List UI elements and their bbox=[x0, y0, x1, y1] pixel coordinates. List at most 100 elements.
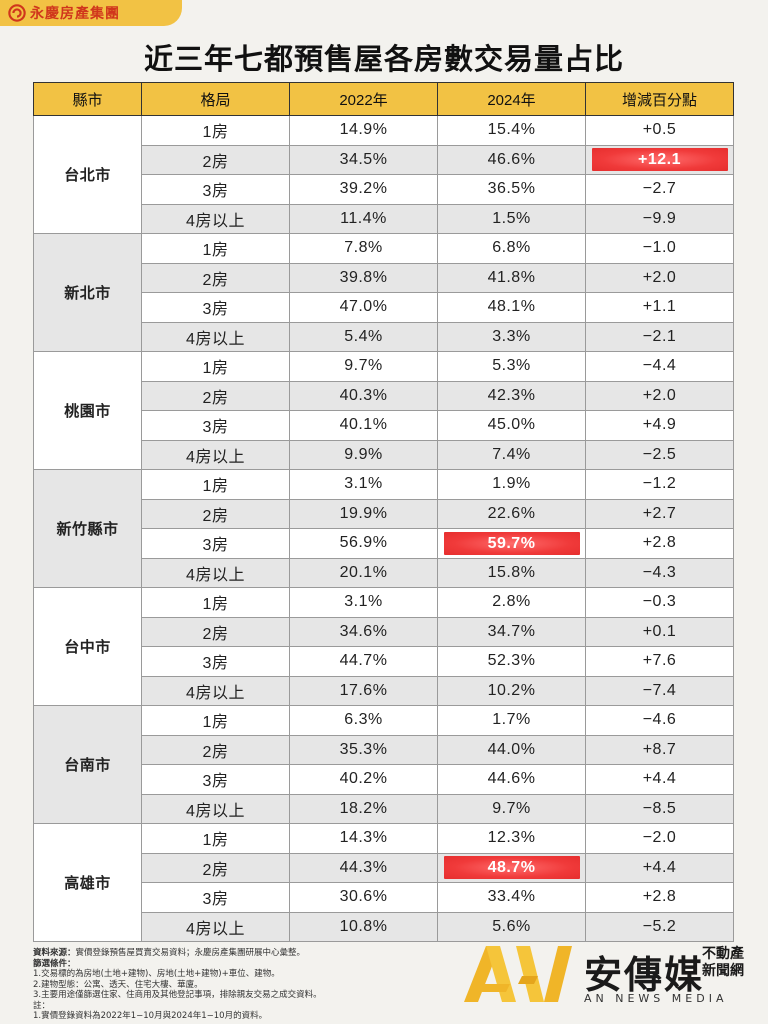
table-row: 4房以上 11.4% 1.5% −9.9 bbox=[34, 203, 734, 234]
table-row: 桃園市 1房 9.7% 5.3% −4.4 bbox=[33, 351, 734, 470]
diff-cell: +0.1 bbox=[585, 616, 734, 647]
city-cell: 桃園市 bbox=[33, 351, 142, 470]
layout-cell: 3房 bbox=[141, 528, 290, 559]
note-label: 註： bbox=[33, 1000, 51, 1011]
brand-logo-icon bbox=[8, 4, 26, 22]
y2022-cell: 40.2% bbox=[289, 764, 438, 795]
y2024-cell: 15.4% bbox=[437, 115, 586, 146]
y2024-cell: 59.7% bbox=[437, 528, 586, 559]
y2024-cell: 1.7% bbox=[437, 705, 586, 736]
y2024-cell: 45.0% bbox=[437, 410, 586, 441]
layout-cell: 3房 bbox=[141, 410, 290, 441]
layout-cell: 3房 bbox=[141, 646, 290, 677]
layout-cell: 1房 bbox=[141, 115, 290, 146]
y2024-cell: 5.3% bbox=[437, 351, 586, 382]
layout-cell: 2房 bbox=[141, 498, 290, 529]
layout-cell: 1房 bbox=[141, 351, 290, 382]
diff-cell: +12.1 bbox=[585, 144, 734, 175]
table-row: 3房 44.7% 52.3% +7.6 bbox=[34, 646, 734, 677]
y2024-cell: 5.6% bbox=[437, 911, 586, 942]
layout-cell: 1房 bbox=[141, 587, 290, 618]
diff-cell: −1.2 bbox=[585, 469, 734, 500]
layout-cell: 3房 bbox=[141, 292, 290, 323]
y2024-cell: 1.5% bbox=[437, 203, 586, 234]
y2022-cell: 44.3% bbox=[289, 852, 438, 883]
y2024-cell: 42.3% bbox=[437, 380, 586, 411]
layout-cell: 2房 bbox=[141, 262, 290, 293]
table-row: 4房以上 5.4% 3.3% −2.1 bbox=[34, 321, 734, 352]
layout-cell: 2房 bbox=[141, 380, 290, 411]
y2022-cell: 44.7% bbox=[289, 646, 438, 677]
media-english: AN NEWS MEDIA bbox=[584, 992, 728, 1005]
source-label: 資料來源： bbox=[33, 948, 76, 958]
diff-cell: +4.4 bbox=[585, 764, 734, 795]
table-row: 2房 44.3% 48.7% +4.4 bbox=[34, 852, 734, 883]
table-row: 2房 40.3% 42.3% +2.0 bbox=[34, 380, 734, 411]
city-cell: 台中市 bbox=[33, 587, 142, 706]
y2022-cell: 19.9% bbox=[289, 498, 438, 529]
layout-cell: 2房 bbox=[141, 616, 290, 647]
table-row: 3房 40.1% 45.0% +4.9 bbox=[34, 410, 734, 441]
y2022-cell: 11.4% bbox=[289, 203, 438, 234]
diff-cell: −7.4 bbox=[585, 675, 734, 706]
y2024-cell: 22.6% bbox=[437, 498, 586, 529]
y2024-cell: 1.9% bbox=[437, 469, 586, 500]
y2022-cell: 47.0% bbox=[289, 292, 438, 323]
layout-cell: 4房以上 bbox=[141, 203, 290, 234]
y2024-cell: 15.8% bbox=[437, 557, 586, 588]
y2022-cell: 3.1% bbox=[289, 469, 438, 500]
diff-cell: +2.8 bbox=[585, 882, 734, 913]
y2022-cell: 34.5% bbox=[289, 144, 438, 175]
table-row: 3房 40.2% 44.6% +4.4 bbox=[34, 764, 734, 795]
layout-cell: 1房 bbox=[141, 469, 290, 500]
y2024-cell: 48.1% bbox=[437, 292, 586, 323]
source-line: 資料來源：實價登錄預售屋買賣交易資料；永慶房產集團研展中心彙整。 bbox=[33, 948, 453, 959]
criteria-2: 2.建物型態：公寓、透天、住宅大樓、華廈。 bbox=[33, 979, 203, 990]
header-diff: 增減百分點 bbox=[585, 82, 734, 116]
diff-cell: −1.0 bbox=[585, 233, 734, 264]
y2022-cell: 20.1% bbox=[289, 557, 438, 588]
y2022-cell: 56.9% bbox=[289, 528, 438, 559]
table-row: 新北市 1房 7.8% 6.8% −1.0 bbox=[33, 233, 734, 352]
diff-cell: +2.7 bbox=[585, 498, 734, 529]
layout-cell: 1房 bbox=[141, 823, 290, 854]
diff-cell: −2.5 bbox=[585, 439, 734, 470]
y2022-cell: 14.3% bbox=[289, 823, 438, 854]
header-layout: 格局 bbox=[141, 82, 290, 116]
layout-cell: 1房 bbox=[141, 705, 290, 736]
table-row: 台北市 1房 14.9% 15.4% +0.5 bbox=[33, 115, 734, 234]
diff-cell: −9.9 bbox=[585, 203, 734, 234]
table-row: 高雄市 1房 14.3% 12.3% −2.0 bbox=[33, 823, 734, 942]
y2024-cell: 48.7% bbox=[437, 852, 586, 883]
diff-cell: −0.3 bbox=[585, 587, 734, 618]
layout-cell: 4房以上 bbox=[141, 439, 290, 470]
table-row: 2房 39.8% 41.8% +2.0 bbox=[34, 262, 734, 293]
diff-cell: −4.3 bbox=[585, 557, 734, 588]
table-row: 2房 35.3% 44.0% +8.7 bbox=[34, 734, 734, 765]
y2024-cell: 52.3% bbox=[437, 646, 586, 677]
highlight-value: 59.7% bbox=[443, 531, 580, 555]
note-1: 1.實價登錄資料為2022年1−10月與2024年1−10月的資料。 bbox=[33, 1011, 268, 1021]
city-cell: 新北市 bbox=[33, 233, 142, 352]
diff-cell: +4.4 bbox=[585, 852, 734, 883]
table-row: 4房以上 10.8% 5.6% −5.2 bbox=[34, 911, 734, 942]
diff-cell: +0.5 bbox=[585, 115, 734, 146]
footnotes: 資料來源：實價登錄預售屋買賣交易資料；永慶房產集團研展中心彙整。 篩選條件： 1… bbox=[33, 948, 453, 1022]
layout-cell: 2房 bbox=[141, 734, 290, 765]
y2022-cell: 17.6% bbox=[289, 675, 438, 706]
table-row: 台中市 1房 3.1% 2.8% −0.3 bbox=[33, 587, 734, 706]
header-2024: 2024年 bbox=[437, 82, 586, 116]
table-body: 台北市 1房 14.9% 15.4% +0.5 2房 34.5% 46.6% +12.1 3房 39… bbox=[33, 115, 734, 942]
city-cell: 台北市 bbox=[33, 115, 142, 234]
diff-cell: +4.9 bbox=[585, 410, 734, 441]
brand-name: 永慶房產集團 bbox=[30, 6, 120, 22]
y2022-cell: 7.8% bbox=[289, 233, 438, 264]
layout-cell: 4房以上 bbox=[141, 675, 290, 706]
layout-cell: 4房以上 bbox=[141, 321, 290, 352]
header-city: 縣市 bbox=[33, 82, 142, 116]
layout-cell: 3房 bbox=[141, 882, 290, 913]
table-row: 2房 34.5% 46.6% +12.1 bbox=[34, 144, 734, 175]
criteria-1: 1.交易標的為房地(土地+建物)、房地(土地+建物)+車位、建物。 bbox=[33, 969, 280, 979]
y2024-cell: 9.7% bbox=[437, 793, 586, 824]
y2022-cell: 40.1% bbox=[289, 410, 438, 441]
